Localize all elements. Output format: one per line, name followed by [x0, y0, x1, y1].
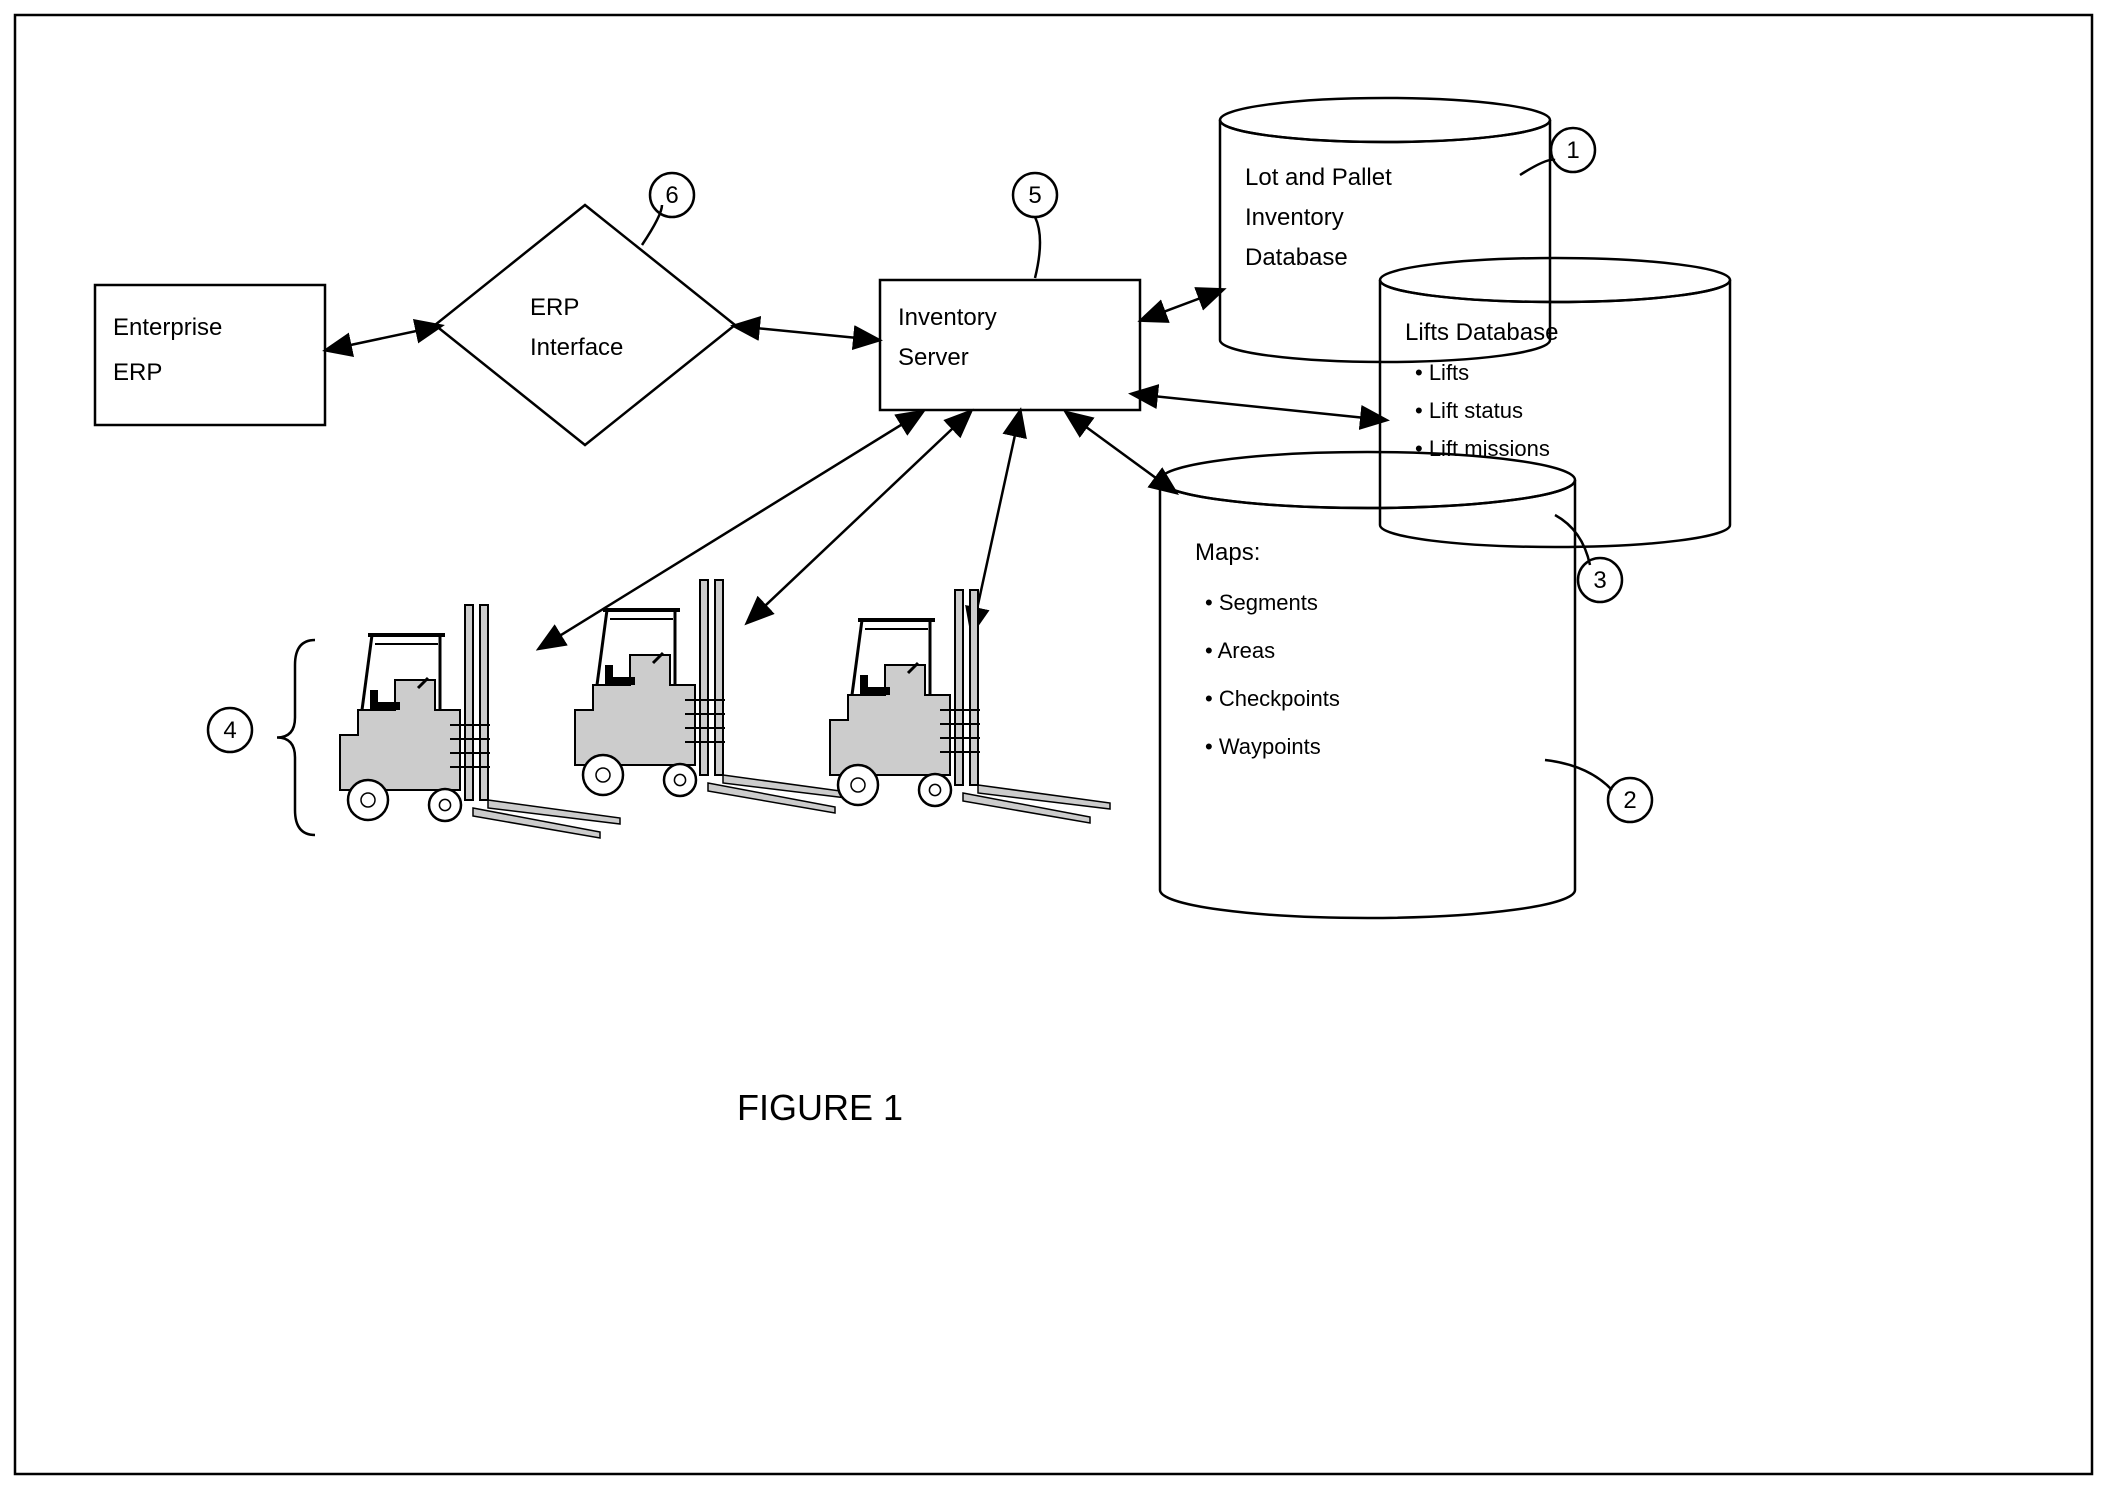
db3-b1: • Lifts — [1415, 360, 1469, 385]
forklifts — [340, 580, 1110, 838]
arrow — [1142, 290, 1222, 320]
db3-b3: • Lift missions — [1415, 436, 1550, 461]
db2-b4: • Waypoints — [1205, 734, 1321, 759]
inv-server-line2: Server — [898, 344, 969, 371]
arrow — [1133, 394, 1385, 420]
erp-interface-line2: Interface — [530, 334, 623, 361]
arrow — [1067, 413, 1175, 492]
erp-interface-shape — [435, 205, 735, 445]
ref-num-4: 4 — [223, 717, 236, 744]
db1-line1: Lot and Pallet — [1245, 164, 1392, 191]
ref-leader — [1545, 760, 1612, 790]
db2-b2: • Areas — [1205, 638, 1275, 663]
db2-title: Maps: — [1195, 539, 1260, 566]
db3-cylinder: Lifts Database • Lifts • Lift status • L… — [1380, 258, 1730, 547]
forklift-icon — [830, 590, 1110, 823]
ref-num-1: 1 — [1566, 137, 1579, 164]
inventory-server-box: Inventory Server — [880, 280, 1140, 410]
db2-b3: • Checkpoints — [1205, 686, 1340, 711]
arrow — [327, 326, 440, 350]
ref-leader — [642, 205, 662, 245]
arrow — [748, 412, 970, 622]
figure-title: FIGURE 1 — [737, 1087, 903, 1128]
db3-title: Lifts Database — [1405, 319, 1558, 346]
db2-b1: • Segments — [1205, 590, 1318, 615]
ref-leader — [1035, 217, 1040, 278]
db1-line3: Database — [1245, 244, 1348, 271]
ref-num-6: 6 — [665, 182, 678, 209]
ref-leader — [1555, 515, 1590, 565]
system-diagram: Enterprise ERP ERP Interface Inventory S… — [0, 0, 2107, 1489]
forklift-brace — [277, 640, 315, 835]
arrow — [735, 326, 878, 340]
erp-rect — [95, 285, 325, 425]
arrow — [972, 412, 1020, 632]
erp-interface-line1: ERP — [530, 294, 579, 321]
erp-interface-diamond: ERP Interface — [435, 205, 735, 445]
ref-num-5: 5 — [1028, 182, 1041, 209]
arrow — [540, 412, 922, 648]
db3-top — [1380, 258, 1730, 302]
erp-line2: ERP — [113, 359, 162, 386]
ref-num-2: 2 — [1623, 787, 1636, 814]
enterprise-erp-box: Enterprise ERP — [95, 285, 325, 425]
db1-line2: Inventory — [1245, 204, 1344, 231]
db2-cylinder: Maps: • Segments • Areas • Checkpoints •… — [1160, 452, 1575, 918]
inv-server-line1: Inventory — [898, 304, 997, 331]
db1-top — [1220, 98, 1550, 142]
ref-num-3: 3 — [1593, 567, 1606, 594]
forklift-icon — [575, 580, 855, 813]
db3-b2: • Lift status — [1415, 398, 1523, 423]
outer-border — [15, 15, 2092, 1474]
erp-line1: Enterprise — [113, 314, 222, 341]
